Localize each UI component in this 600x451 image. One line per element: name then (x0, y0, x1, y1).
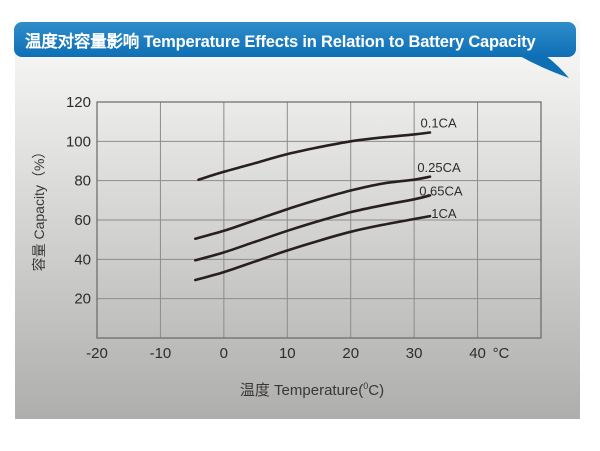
x-axis-title-text: 温度 Temperature( (239, 382, 364, 399)
y-axis-title: 容量 Capacity（%） (31, 144, 47, 272)
page-title: 温度对容量影响 Temperature Effects in Relation … (25, 32, 536, 51)
title-banner: 温度对容量影响 Temperature Effects in Relation … (14, 22, 576, 57)
x-axis-title-superscript: 0 (363, 381, 369, 391)
x-axis-title: 温度 Temperature(0C) (162, 379, 462, 400)
x-axis-title-unit: C) (368, 382, 385, 399)
chart-panel-background (15, 20, 580, 419)
